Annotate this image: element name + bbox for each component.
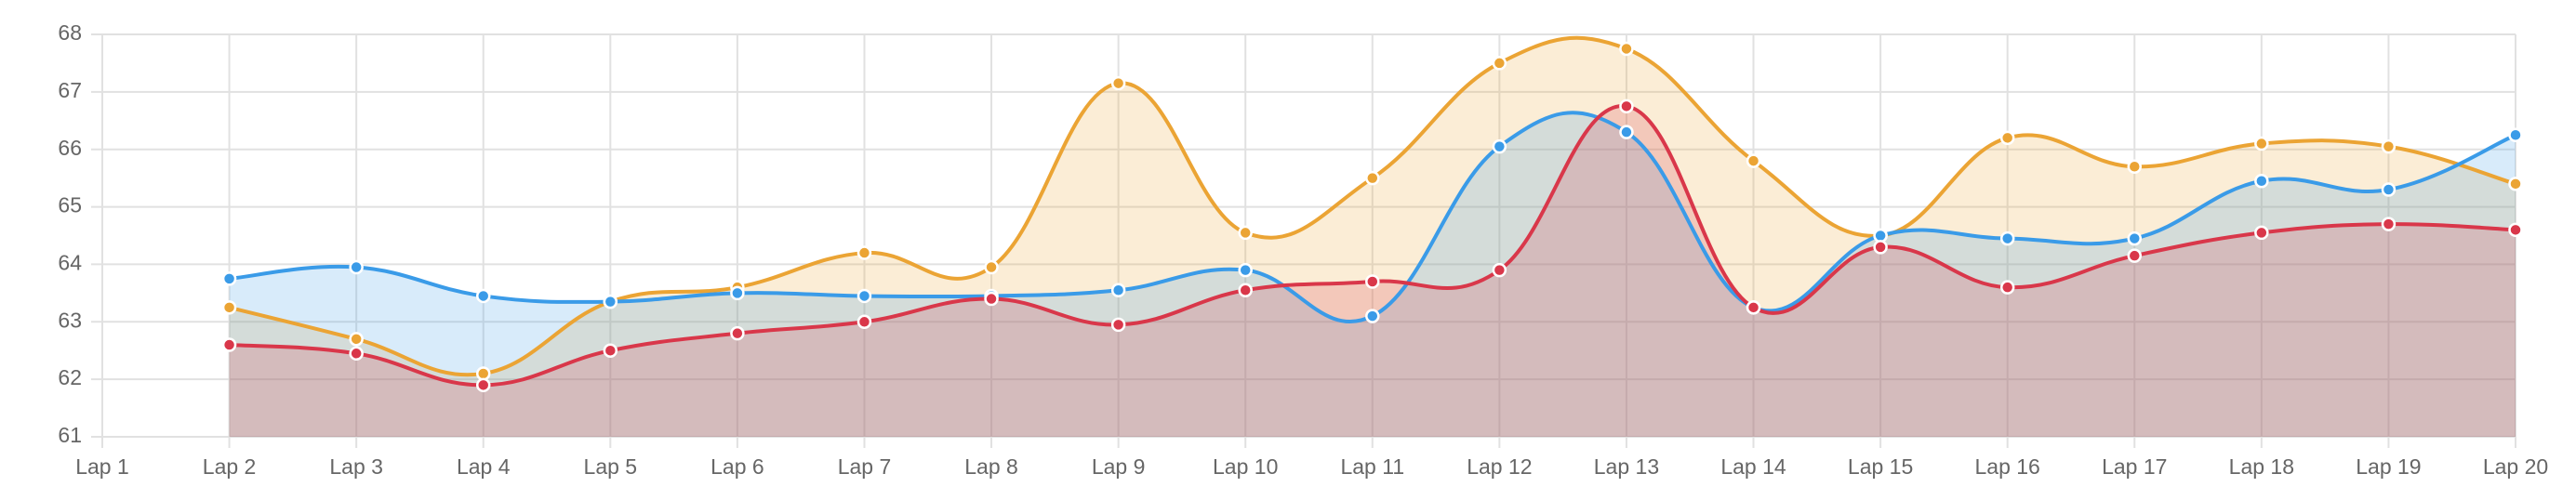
point	[1873, 240, 1888, 255]
point	[349, 332, 364, 347]
point	[856, 245, 872, 260]
point	[1746, 153, 1761, 168]
point	[475, 366, 491, 381]
point	[1619, 41, 1634, 57]
point	[1365, 170, 1380, 186]
point	[730, 285, 745, 301]
point	[1110, 75, 1126, 91]
point	[221, 300, 237, 315]
x-tick-label: Lap 13	[1594, 454, 1659, 479]
point	[1492, 262, 1507, 278]
point	[1999, 280, 2015, 295]
x-tick-label: Lap 17	[2102, 454, 2167, 479]
point	[349, 259, 364, 275]
point	[1873, 228, 1888, 243]
x-tick-label: Lap 18	[2229, 454, 2294, 479]
y-tick-label: 67	[58, 78, 82, 102]
point	[2508, 177, 2523, 191]
point	[1619, 125, 1634, 139]
point	[2381, 138, 2397, 154]
point	[1238, 225, 1253, 241]
point	[984, 259, 999, 275]
y-tick-label: 62	[58, 365, 82, 389]
point	[221, 271, 237, 286]
point	[984, 291, 999, 307]
point	[475, 377, 491, 393]
points	[221, 41, 2523, 393]
point	[1492, 56, 1507, 71]
y-tick-label: 66	[58, 136, 82, 160]
point	[1238, 262, 1253, 278]
x-tick-label: Lap 16	[1975, 454, 2040, 479]
x-tick-label: Lap 20	[2483, 454, 2548, 479]
x-tick-label: Lap 5	[584, 454, 638, 479]
point	[730, 325, 745, 341]
point	[856, 288, 872, 304]
point	[1365, 309, 1380, 323]
point	[2127, 230, 2143, 246]
line	[229, 35, 2516, 377]
y-tick-label: 64	[58, 251, 82, 275]
point	[603, 294, 618, 309]
point	[2381, 217, 2397, 231]
x-tick-label: Lap 3	[329, 454, 383, 479]
x-tick-label: Lap 15	[1848, 454, 1913, 479]
point	[1238, 283, 1253, 298]
point	[2127, 248, 2143, 263]
point	[1999, 130, 2015, 146]
point	[2127, 159, 2143, 175]
point	[221, 337, 237, 352]
point	[475, 288, 491, 304]
y-tick-label: 63	[58, 308, 82, 332]
x-tick-label: Lap 6	[710, 454, 764, 479]
x-tick-label: Lap 10	[1213, 454, 1278, 479]
x-tick-label: Lap 9	[1092, 454, 1146, 479]
x-tick-label: Lap 11	[1340, 454, 1404, 479]
point	[2254, 173, 2269, 189]
point	[2254, 136, 2269, 151]
point	[1619, 99, 1634, 114]
point	[1110, 283, 1126, 298]
x-tick-label: Lap 12	[1467, 454, 1532, 479]
x-tick-label: Lap 8	[964, 454, 1018, 479]
x-tick-label: Lap 14	[1720, 454, 1786, 479]
areas	[229, 37, 2516, 438]
point	[1492, 138, 1507, 154]
point	[1999, 230, 2015, 246]
point	[603, 343, 618, 358]
point	[1746, 300, 1761, 315]
x-tick-label: Lap 19	[2356, 454, 2421, 479]
point	[2508, 127, 2523, 142]
area	[229, 112, 2516, 437]
x-tick-label: Lap 7	[838, 454, 892, 479]
area	[229, 37, 2516, 438]
x-tick-label: Lap 4	[457, 454, 511, 479]
point	[2254, 225, 2269, 241]
point	[2381, 182, 2397, 197]
x-tick-label: Lap 2	[203, 454, 257, 479]
y-tick-label: 68	[58, 20, 82, 45]
point	[2508, 222, 2523, 238]
y-tick-label: 61	[58, 423, 82, 447]
point	[856, 314, 872, 330]
point	[1110, 317, 1126, 333]
point	[1365, 274, 1380, 289]
x-tick-label: Lap 1	[75, 454, 129, 479]
y-tick-label: 65	[58, 193, 82, 217]
area	[229, 106, 2516, 437]
point	[349, 346, 364, 362]
